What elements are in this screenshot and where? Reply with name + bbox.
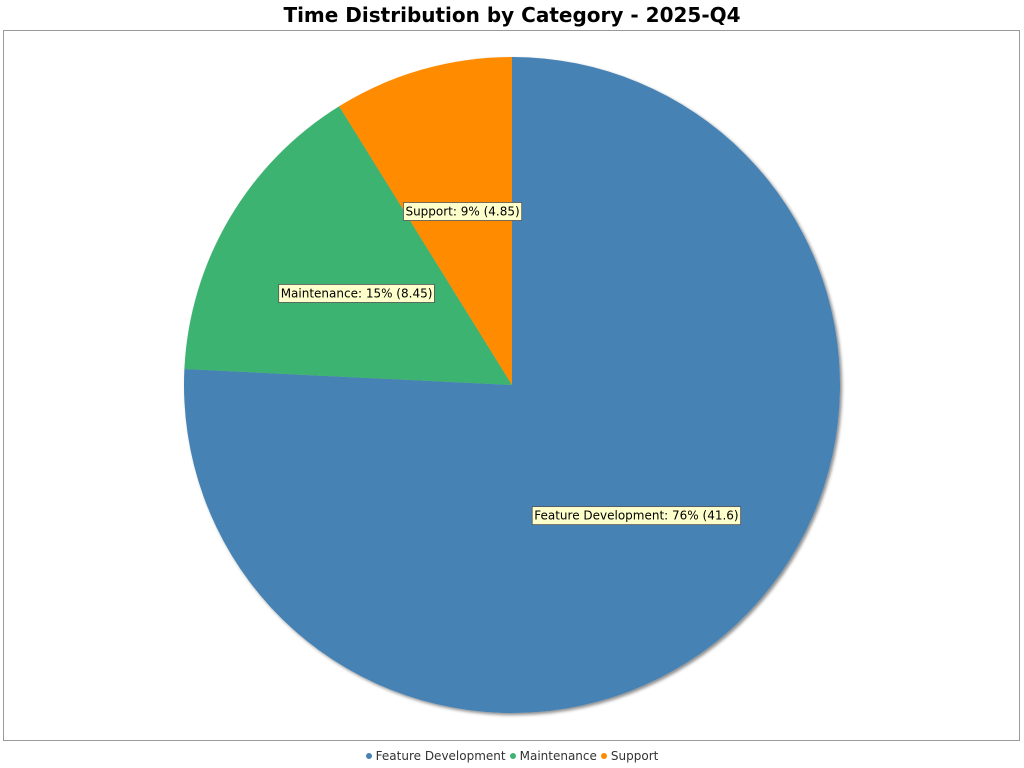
legend-marker	[365, 753, 372, 759]
legend-marker	[509, 753, 516, 759]
legend-item-maintenance: Maintenance	[509, 749, 597, 763]
data-label-support: Support: 9% (4.85)	[403, 202, 523, 221]
legend-marker	[600, 753, 607, 759]
data-label-box	[531, 506, 742, 526]
pie-data-labels: Feature Development: 76% (41.6) Maintenan…	[278, 202, 742, 526]
pie-slice-support	[339, 57, 512, 385]
data-label-maintenance: Maintenance: 15% (8.45)	[278, 284, 435, 303]
data-label-text: Maintenance: 15% (8.45)	[281, 286, 433, 300]
legend-label: Feature Development	[375, 749, 506, 763]
legend-label: Maintenance	[519, 749, 597, 763]
pie-slices	[183, 57, 841, 713]
data-label-text: Support: 9% (4.85)	[405, 205, 519, 219]
pie-slice-maintenance	[184, 106, 512, 385]
chart-title: Time Distribution by Category - 2025-Q4	[283, 3, 741, 27]
data-label-box	[403, 202, 523, 221]
legend-item-support: Support	[600, 749, 659, 763]
legend-label: Support	[610, 749, 659, 763]
data-label-text: Feature Development: 76% (41.6)	[534, 509, 738, 523]
legend-item-feature-development: Feature Development	[365, 749, 506, 763]
plot-area	[3, 30, 1020, 741]
legend: Feature Development Maintenance Support	[0, 747, 1024, 765]
data-label-box	[278, 284, 435, 303]
data-label-feature-development: Feature Development: 76% (41.6)	[531, 506, 742, 526]
